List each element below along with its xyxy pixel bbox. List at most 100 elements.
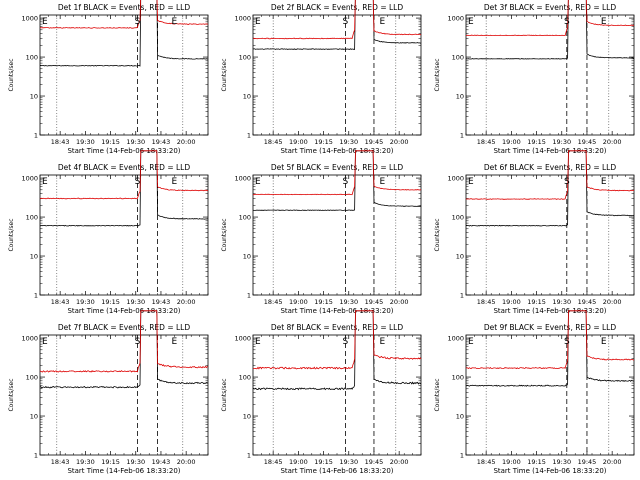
marker-e-label: E [172,17,178,27]
x-tick-label: 19:15 [527,458,546,466]
x-tick-label: 19:15 [527,298,546,306]
x-axis-label: Start Time (14-Feb-06 18:33:20) [493,467,606,475]
y-axis-label: Counts/sec [434,378,441,411]
marker-s-label: S [564,337,570,347]
x-tick-label: 20:00 [177,138,196,146]
x-tick-label: 19:00 [289,298,308,306]
marker-s-label: S [135,17,141,27]
y-axis-label: Counts/sec [434,58,441,91]
events-series-line [252,0,422,50]
y-tick-label: 1000 [447,15,464,23]
x-tick-label: 19:30 [552,298,571,306]
y-axis-label: Counts/sec [221,58,228,91]
marker-s-label: S [343,17,349,27]
events-series-line [465,0,634,60]
x-tick-label: 19:15 [101,458,120,466]
panel-5: Det 5f BLACK = Events, RED = LLD 1 10 100 10… [221,150,422,315]
y-tick-label: 10 [456,253,464,261]
x-tick-label: 19:15 [101,138,120,146]
x-tick-label: 20:00 [390,458,409,466]
x-tick-label: 19:30 [552,138,571,146]
x-tick-label: 18:45 [477,458,496,466]
panel-title: Det 9f BLACK = Events, RED = LLD [484,323,617,332]
y-axis-label: Counts/sec [8,58,15,91]
y-tick-label: 100 [239,54,251,62]
x-tick-label: 18:45 [264,298,283,306]
y-tick-label: 10 [243,413,251,421]
x-tick-label: 19:15 [314,138,333,146]
x-tick-label: 19:30 [126,138,145,146]
y-tick-label: 10 [456,93,464,101]
y-tick-label: 100 [452,374,464,382]
marker-e-label: E [172,177,178,187]
panel-title: Det 2f BLACK = Events, RED = LLD [271,3,404,12]
events-series-line [465,150,635,227]
marker-s-label: S [135,177,141,187]
lld-series-line [39,150,209,200]
y-tick-label: 1 [34,452,38,460]
events-series-line [39,0,208,67]
marker-e-label: E [380,17,386,27]
lld-series-line [39,310,209,373]
x-tick-label: 18:45 [264,458,283,466]
plot-frame [465,334,635,456]
lld-series-line [252,310,422,370]
y-tick-label: 100 [26,374,38,382]
marker-e-label: E [380,177,386,187]
x-tick-label: 19:43 [152,458,171,466]
y-tick-label: 1 [460,452,464,460]
y-tick-label: 10 [456,413,464,421]
x-tick-label: 20:00 [177,458,196,466]
x-axis-label: Start Time (14-Feb-06 18:33:20) [493,147,606,155]
x-tick-label: 19:00 [502,458,521,466]
marker-e-label: E [172,337,178,347]
events-series-line [39,310,209,389]
x-axis-label: Start Time (14-Feb-06 18:33:20) [67,467,180,475]
x-tick-label: 20:00 [177,298,196,306]
x-tick-label: 18:45 [477,298,496,306]
panel-7: Det 7f BLACK = Events, RED = LLD 1 10 100 10… [8,310,209,475]
x-tick-label: 19:30 [339,458,358,466]
x-tick-label: 19:00 [289,458,308,466]
plot-frame [39,334,209,456]
lld-series-line [465,310,635,370]
events-series-line [252,150,422,211]
y-tick-label: 1 [34,292,38,300]
x-tick-label: 19:45 [578,138,597,146]
x-tick-label: 19:30 [76,138,95,146]
marker-s-label: S [564,17,570,27]
marker-e-label: E [255,177,261,187]
lld-series-line [252,0,422,40]
events-series-line [465,310,635,387]
x-axis-label: Start Time (14-Feb-06 18:33:20) [280,147,393,155]
y-tick-label: 1000 [21,335,38,343]
x-tick-label: 19:30 [126,298,145,306]
y-tick-label: 1000 [447,335,464,343]
y-axis-label: Counts/sec [221,218,228,251]
x-tick-label: 20:00 [390,298,409,306]
x-axis-label: Start Time (14-Feb-06 18:33:20) [67,307,180,315]
events-series-line [252,310,422,391]
events-series-line [39,150,209,227]
y-tick-label: 1 [247,292,251,300]
x-tick-label: 19:30 [339,138,358,146]
lld-series-line [252,150,421,196]
x-tick-label: 20:00 [390,138,409,146]
y-tick-label: 1 [460,292,464,300]
y-tick-label: 10 [30,93,38,101]
x-tick-label: 19:00 [289,138,308,146]
marker-e-label: E [42,17,48,27]
marker-e-label: E [42,337,48,347]
panel-title: Det 4f BLACK = Events, RED = LLD [58,163,191,172]
lld-series-line [465,0,635,37]
marker-e-label: E [42,177,48,187]
y-tick-label: 1 [460,132,464,140]
panel-title: Det 6f BLACK = Events, RED = LLD [484,163,617,172]
y-tick-label: 10 [30,253,38,261]
x-tick-label: 19:15 [101,298,120,306]
lld-series-line [465,150,635,200]
x-tick-label: 20:00 [603,138,622,146]
marker-e-label: E [601,337,607,347]
x-tick-label: 19:15 [314,298,333,306]
